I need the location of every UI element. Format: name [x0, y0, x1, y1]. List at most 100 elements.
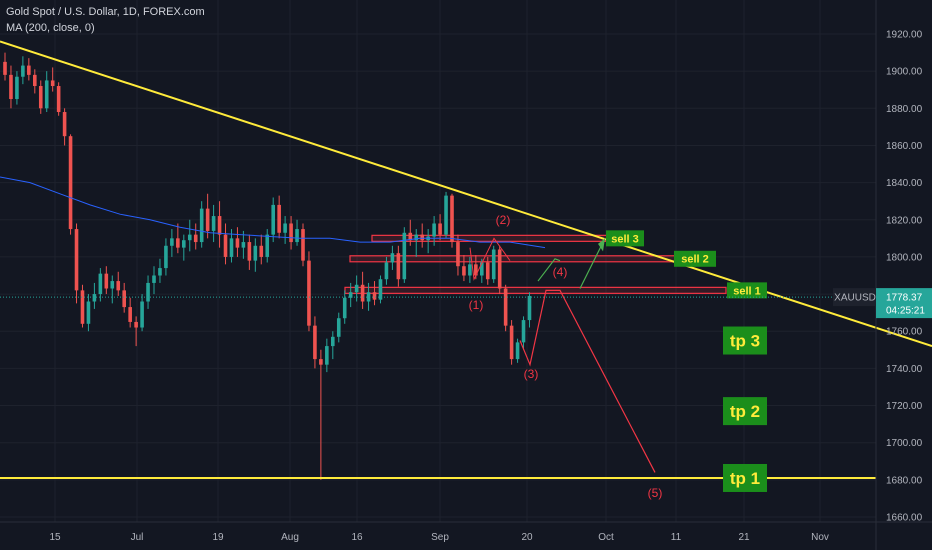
y-tick-label: 1920.00	[886, 30, 923, 41]
candle-body	[193, 234, 198, 243]
x-tick-label: 11	[671, 532, 682, 543]
candle-body	[223, 234, 228, 257]
x-tick-label: 16	[351, 532, 363, 543]
y-tick-label: 1860.00	[886, 141, 923, 152]
candle-body	[164, 245, 168, 269]
candle-body	[176, 238, 180, 248]
x-tick-label: 21	[738, 532, 750, 543]
symbol-tag-bg	[833, 288, 877, 307]
candle-body	[205, 208, 210, 231]
candle-body	[521, 320, 526, 343]
candle-body	[68, 136, 73, 230]
wave-path-1-2	[469, 237, 511, 281]
candle-body	[116, 281, 121, 291]
target-label: tp 1	[730, 469, 760, 488]
candle-body	[450, 195, 454, 243]
x-tick-label: 19	[212, 532, 224, 543]
candle-body	[509, 325, 514, 360]
candle-body	[33, 74, 37, 87]
candle-body	[503, 288, 508, 326]
target-label: sell 2	[681, 254, 709, 266]
bullish-arrowhead	[598, 238, 605, 252]
candle-body	[3, 61, 7, 75]
candle-body	[182, 240, 186, 248]
candle-body	[56, 86, 61, 113]
price-badge-bg	[876, 288, 932, 319]
candle-body	[432, 223, 436, 237]
candle-body	[92, 294, 97, 302]
target-box	[723, 463, 767, 492]
candle-body	[104, 273, 109, 289]
candle-body	[414, 234, 419, 241]
candles	[3, 52, 532, 480]
descending-trendline[interactable]	[0, 40, 932, 348]
y-tick-label: 1700.00	[886, 438, 923, 449]
candle-body	[134, 321, 138, 328]
candle-body	[301, 229, 305, 261]
candle-body	[74, 229, 79, 291]
candle-body	[9, 74, 13, 100]
candle-body	[235, 238, 240, 248]
candle-body	[444, 195, 448, 235]
candle-body	[110, 281, 115, 289]
candle-body	[384, 262, 389, 280]
y-tick-label: 1720.00	[886, 401, 923, 412]
y-tick-label: 1840.00	[886, 178, 923, 189]
wave-labels: (1) (2) (3) (4) (5)	[469, 213, 663, 500]
candle-body	[360, 284, 365, 302]
price-badge: XAUUSD 1778.37 04:25:21	[833, 288, 932, 319]
x-tick-label: 20	[521, 532, 533, 543]
target-label: sell 3	[611, 233, 639, 245]
target-label: tp 2	[730, 402, 760, 421]
candle-body	[253, 245, 258, 261]
resistance-zone	[371, 234, 611, 242]
candle-body	[211, 216, 216, 231]
wave-label: (1)	[469, 298, 484, 312]
candle-body	[217, 216, 222, 235]
y-tick-label: 1900.00	[886, 67, 923, 78]
x-tick-label: Oct	[598, 532, 614, 543]
candle-body	[247, 242, 252, 261]
target-box	[723, 326, 767, 355]
candle-body	[336, 318, 341, 337]
candle-body	[402, 232, 407, 280]
y-tick-label: 1760.00	[886, 327, 923, 338]
time-axis[interactable]: 15 Jul 19 Aug 16 Sep 20 Oct 11 21 Nov	[49, 532, 828, 543]
y-tick-label: 1680.00	[886, 475, 923, 486]
y-tick-label: 1740.00	[886, 364, 923, 375]
x-tick-label: Nov	[811, 532, 829, 543]
wave-label: (5)	[648, 486, 663, 500]
candle-body	[331, 336, 335, 347]
candle-body	[128, 307, 132, 322]
y-tick-label: 1820.00	[886, 215, 923, 226]
candle-body	[366, 292, 371, 302]
wave-label: (2)	[496, 213, 511, 227]
candle-body	[170, 238, 174, 246]
projection-paths	[469, 237, 656, 473]
symbol-tag: XAUUSD	[834, 293, 876, 304]
grid	[0, 0, 876, 522]
y-tick-label: 1660.00	[886, 513, 923, 524]
candle-body	[86, 301, 91, 324]
candle-body	[420, 234, 424, 241]
candle-body	[38, 86, 43, 109]
chart-title: Gold Spot / U.S. Dollar, 1D, FOREX.com	[6, 6, 205, 18]
candle-body	[277, 204, 281, 233]
candle-body	[140, 301, 144, 328]
x-tick-label: Aug	[281, 532, 299, 543]
wave-label: (4)	[553, 265, 568, 279]
candle-body	[146, 282, 150, 302]
candle-body	[15, 76, 19, 100]
candle-body	[283, 223, 287, 233]
candle-body	[485, 262, 490, 280]
candle-body	[187, 234, 192, 241]
candle-body	[348, 292, 353, 298]
candle-body	[158, 268, 162, 276]
candle-body	[50, 80, 55, 87]
y-tick-label: 1880.00	[886, 104, 923, 115]
ma-200-line	[0, 176, 546, 249]
candle-body	[44, 80, 49, 109]
